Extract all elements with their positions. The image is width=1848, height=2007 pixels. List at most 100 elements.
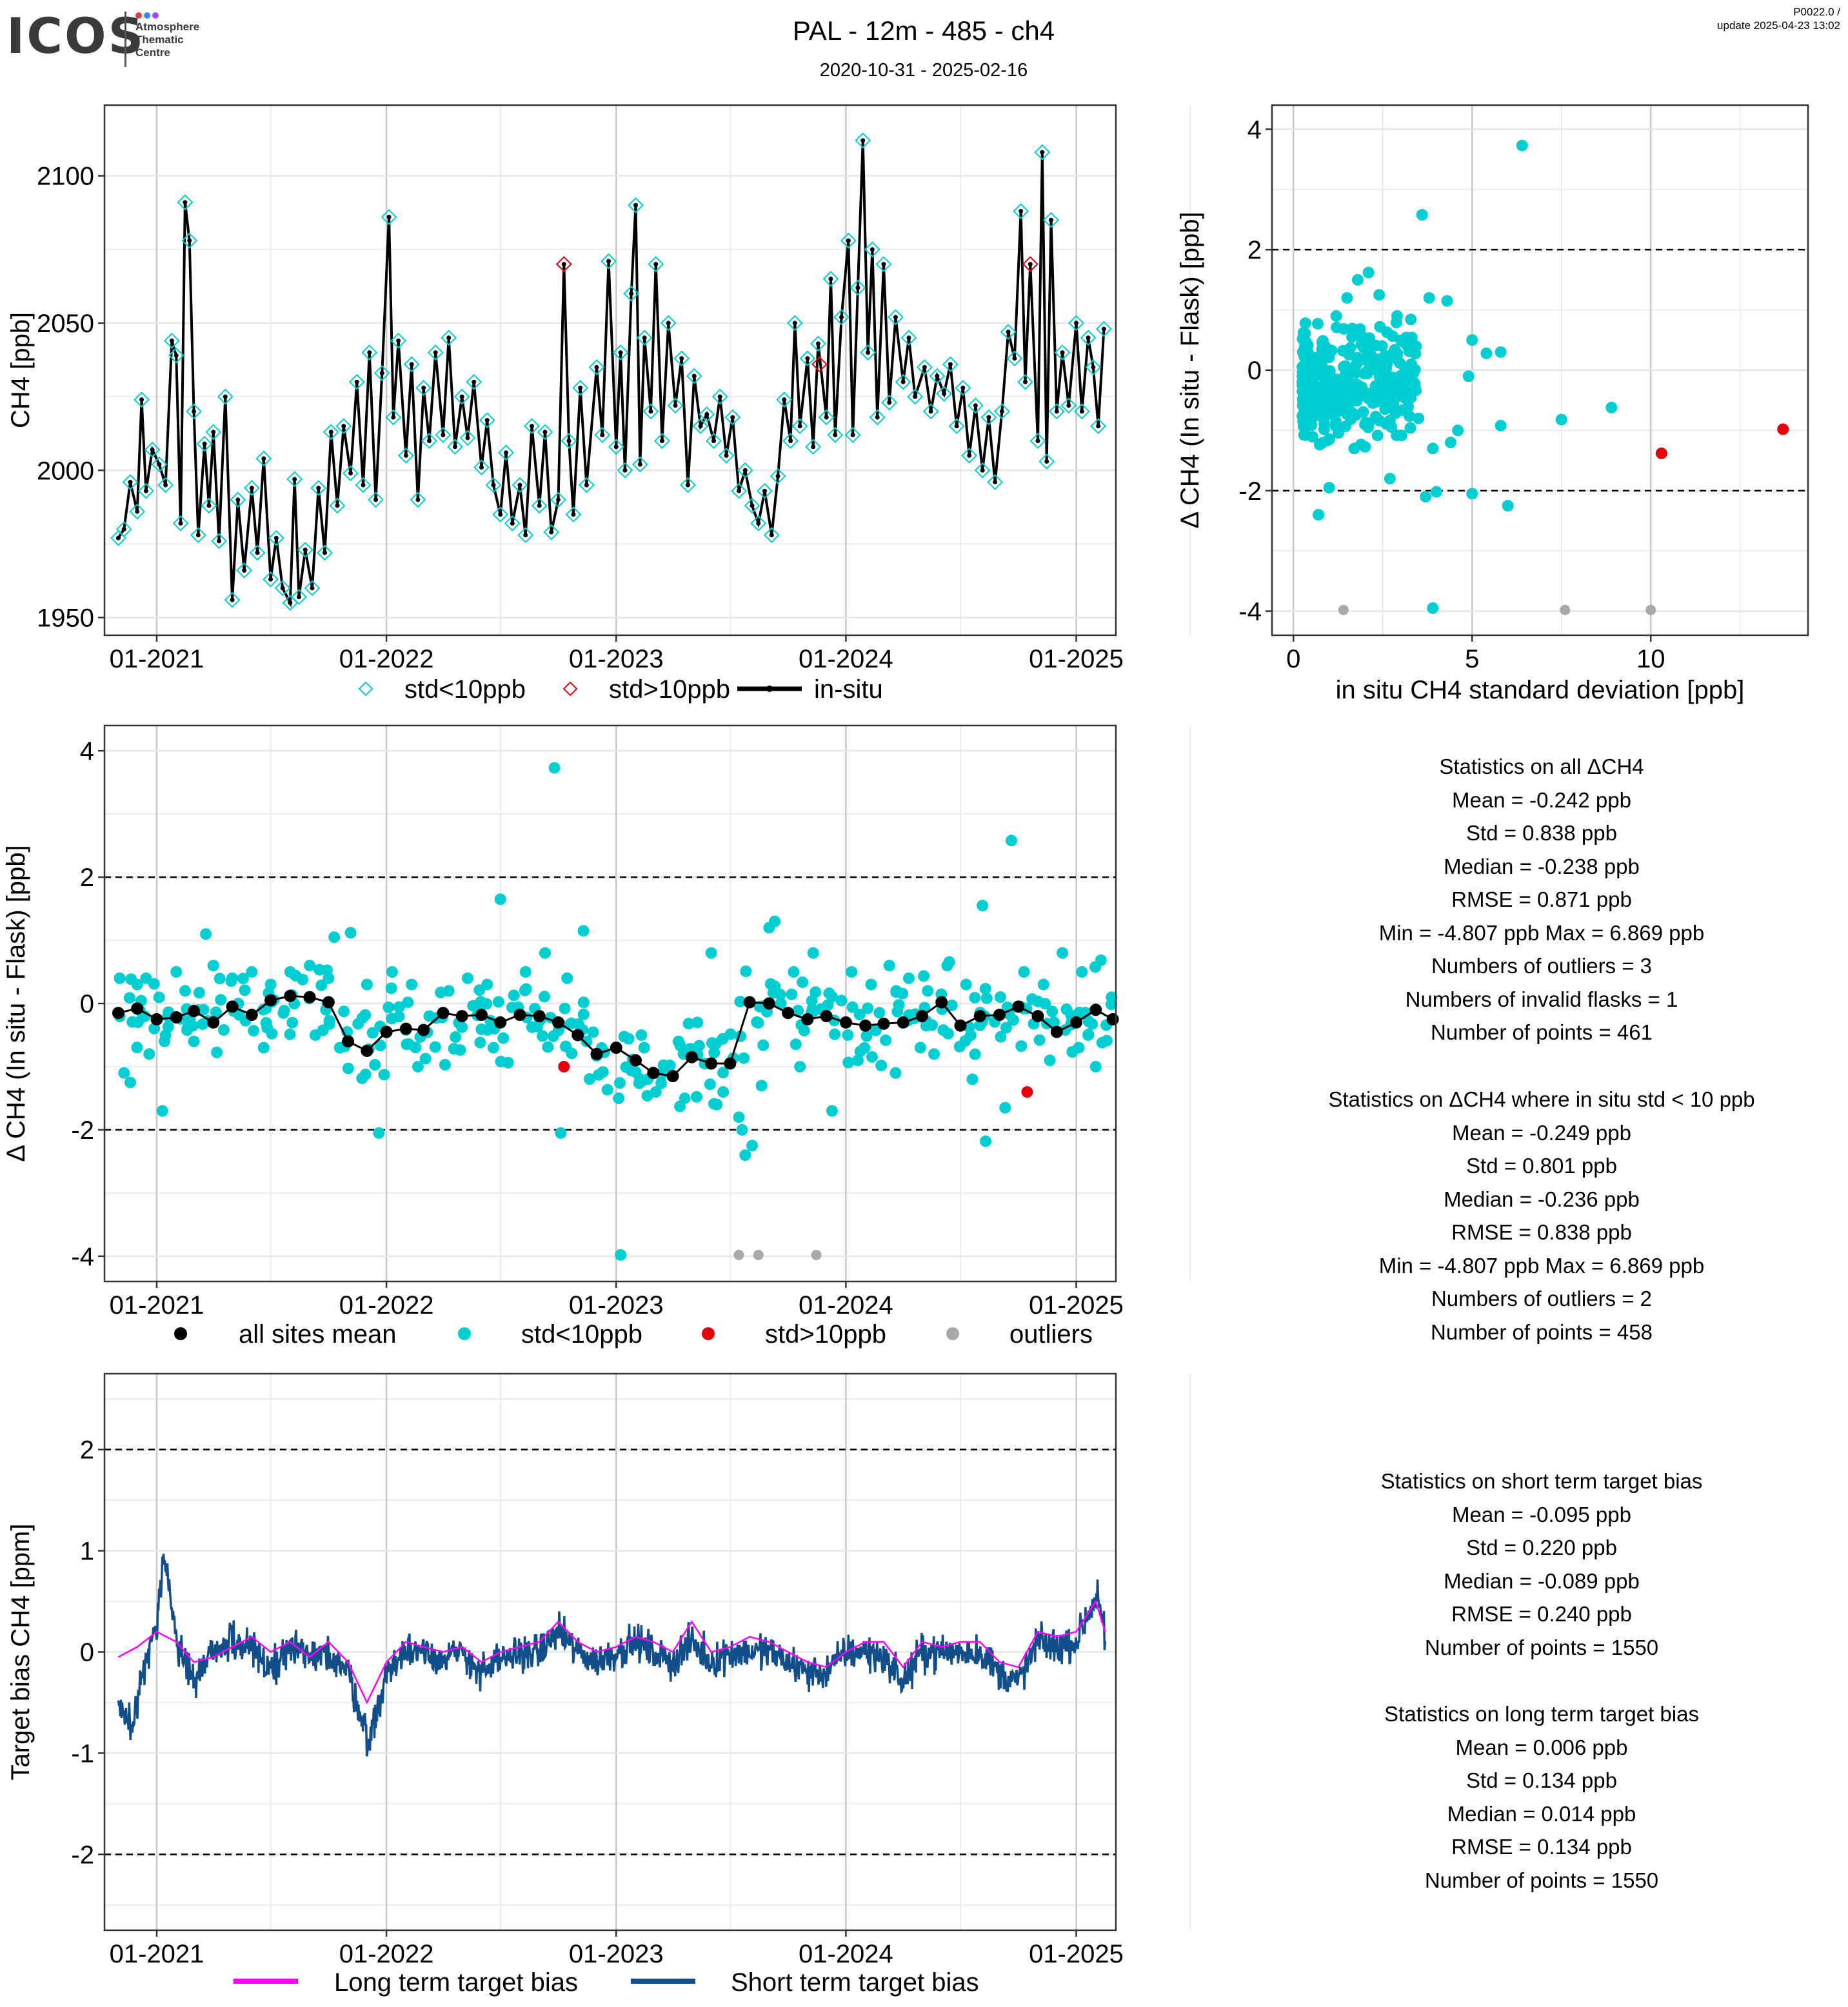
insitu-point: [386, 215, 392, 220]
stats-short-rmse: RMSE = 0.240 ppb: [1451, 1602, 1632, 1626]
std-lt10-point: [1391, 429, 1403, 441]
insitu-point: [1054, 409, 1059, 414]
std-lt10-point: [159, 1029, 172, 1042]
std-lt10-point: [1086, 1018, 1098, 1030]
std-lt10-marker: [699, 406, 715, 422]
std-lt10-point: [1312, 317, 1324, 330]
insitu-point: [292, 477, 297, 482]
std-lt10-marker: [504, 515, 521, 531]
std-lt10-marker: [881, 394, 898, 411]
std-lt10-marker: [782, 433, 799, 450]
mean-point: [610, 1042, 622, 1054]
std-lt10-point: [1404, 422, 1416, 434]
std-lt10-marker: [791, 418, 808, 435]
delta-vs-std-panel: -4 -2 0 2 4 0 5 10 Δ CH4 (In situ - Flask) [ppb]…: [1176, 104, 1809, 704]
insitu-point: [174, 353, 179, 358]
std-lt10-point: [635, 1029, 648, 1041]
insitu-point: [986, 415, 991, 420]
std-lt10-point: [806, 994, 818, 1007]
insitu-point: [465, 435, 470, 440]
y-tick-label: -1: [71, 1739, 94, 1768]
insitu-point: [762, 488, 768, 493]
y-tick-label: 1: [80, 1537, 94, 1566]
logo-dot-purple: [152, 12, 159, 19]
std-lt10-marker: [274, 580, 291, 597]
stats-std10-mean: Mean = -0.249 ppb: [1452, 1120, 1631, 1145]
insitu-point: [1012, 356, 1017, 361]
std-lt10-point: [1340, 398, 1353, 410]
insitu-point: [782, 397, 787, 402]
std-lt10-point: [1379, 403, 1391, 415]
std-lt10-marker: [435, 427, 452, 443]
insitu-point: [750, 503, 755, 508]
std-lt10-point: [481, 978, 493, 991]
insitu-point: [139, 397, 144, 402]
insitu-point: [491, 482, 496, 488]
insitu-point: [297, 595, 302, 600]
mean-point: [170, 1011, 183, 1024]
std-lt10-point: [1351, 356, 1363, 368]
insitu-point: [811, 444, 816, 450]
std-lt10-point: [1420, 491, 1432, 503]
std-gt10-point: [558, 1060, 570, 1073]
std-lt10-point: [369, 1059, 381, 1071]
std-lt10-point: [572, 1018, 584, 1030]
std-lt10-point: [1407, 368, 1420, 380]
std-lt10-point: [969, 991, 981, 1004]
std-lt10-marker: [942, 356, 959, 373]
std-lt10-marker: [224, 591, 241, 608]
std-lt10-point: [264, 978, 277, 991]
y-tick-label: 0: [80, 1639, 94, 1667]
std-lt10-marker: [706, 433, 722, 450]
std-lt10-marker: [177, 194, 194, 211]
std-lt10-marker: [810, 335, 826, 352]
std-lt10-point: [679, 1092, 691, 1104]
mean-point: [666, 1070, 679, 1083]
std-lt10-marker: [186, 403, 202, 420]
std-lt10-point: [1360, 366, 1373, 378]
std-lt10-point: [1300, 336, 1312, 348]
std-lt10-point: [1400, 393, 1412, 405]
legend-label-mean: all sites mean: [239, 1320, 397, 1349]
std-gt10-point: [1777, 423, 1789, 435]
std-lt10-point: [889, 1067, 902, 1079]
mean-point: [973, 1010, 986, 1023]
std-lt10-marker: [236, 562, 253, 578]
std-lt10-point: [193, 987, 205, 999]
std-lt10-point: [977, 900, 989, 912]
std-lt10-point: [613, 1092, 625, 1104]
insitu-point: [379, 371, 384, 376]
insitu-point: [866, 350, 871, 355]
std-lt10-point: [257, 1042, 270, 1054]
x-tick-label: 01-2022: [339, 1291, 434, 1320]
std-lt10-marker: [355, 477, 372, 493]
std-lt10-marker: [757, 482, 773, 499]
std-lt10-point: [508, 989, 520, 1002]
std-lt10-marker: [907, 388, 924, 405]
std-lt10-point: [284, 1028, 296, 1040]
std-lt10-point: [1369, 381, 1382, 393]
stats-all-npoints: Number of points = 461: [1431, 1020, 1653, 1044]
std-lt10-point: [442, 985, 455, 997]
stats-std10-outliers: Numbers of outliers = 2: [1431, 1287, 1653, 1310]
std-lt10-point: [788, 966, 800, 978]
std-lt10-point: [131, 1042, 143, 1054]
std-lt10-point: [207, 960, 219, 972]
std-lt10-point: [1346, 331, 1358, 343]
std-lt10-point: [237, 973, 249, 985]
std-lt10-point: [1359, 419, 1371, 431]
std-lt10-point: [928, 1048, 940, 1060]
insitu-point: [510, 520, 515, 526]
mean-point: [399, 1022, 412, 1035]
std-lt10-point: [862, 1002, 874, 1014]
y-tick-label: -4: [1238, 598, 1262, 626]
legend-key-std-gt10: [562, 681, 578, 697]
insitu-point: [622, 468, 628, 473]
std-lt10-point: [148, 978, 160, 990]
insitu-point: [367, 350, 372, 355]
std-lt10-point: [1316, 335, 1329, 347]
std-lt10-point: [1480, 347, 1493, 359]
insitu-point: [846, 238, 851, 243]
std-lt10-point: [197, 1004, 210, 1016]
std-lt10-point: [1048, 1016, 1060, 1029]
